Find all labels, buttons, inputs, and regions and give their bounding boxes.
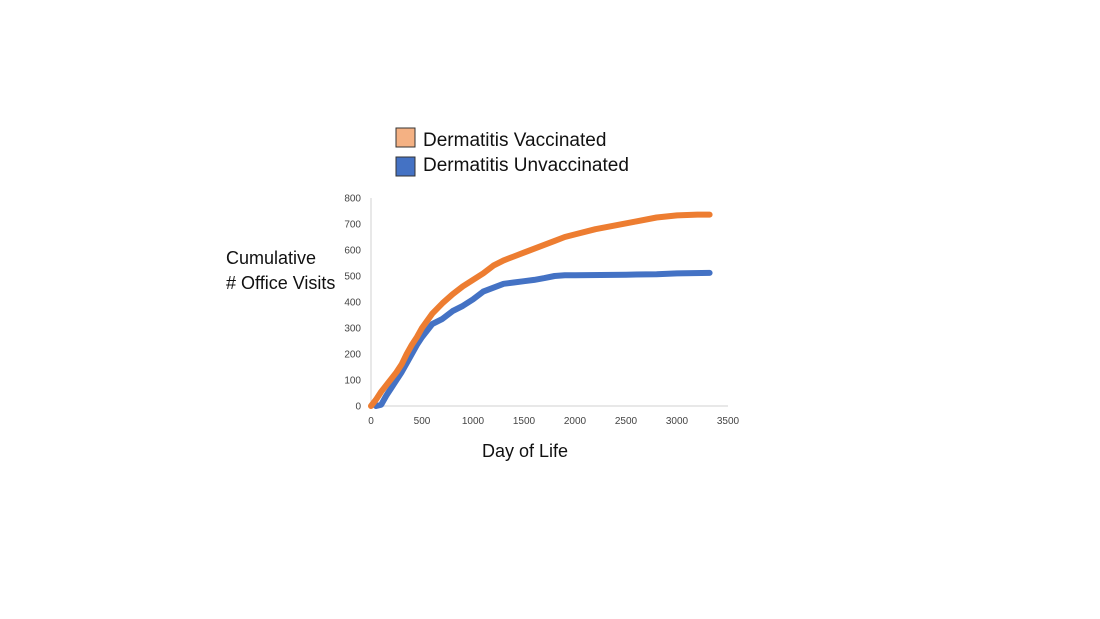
y-tick-label: 100: [344, 376, 361, 387]
x-tick-label: 3500: [717, 416, 740, 427]
y-tick-label: 200: [344, 350, 361, 361]
x-tick-label: 500: [414, 416, 431, 427]
y-axis-title-line-2: # Office Visits: [226, 273, 335, 293]
legend-label-vaccinated: Dermatitis Vaccinated: [423, 130, 606, 151]
x-tick-label: 2000: [564, 416, 587, 427]
series-line-vaccinated: [368, 211, 713, 409]
x-tick-labels: 0 500 1000 1500 2000 2500 3000 3500: [368, 416, 739, 427]
y-tick-label: 0: [355, 402, 361, 413]
x-tick-label: 0: [368, 416, 374, 427]
y-axis-title: Cumulative # Office Visits: [226, 248, 335, 293]
y-tick-label: 400: [344, 298, 361, 309]
x-axis-title: Day of Life: [482, 441, 568, 461]
legend-label-unvaccinated: Dermatitis Unvaccinated: [423, 155, 629, 176]
legend-swatch-unvaccinated: [395, 156, 416, 177]
legend: Dermatitis Vaccinated Dermatitis Unvacci…: [395, 127, 629, 177]
series-layer: [368, 211, 713, 409]
y-tick-label: 800: [344, 194, 361, 205]
series-line-unvaccinated: [373, 269, 713, 409]
y-tick-label: 500: [344, 272, 361, 283]
x-tick-label: 3000: [666, 416, 689, 427]
y-axis-title-line-1: Cumulative: [226, 248, 316, 268]
x-tick-label: 2500: [615, 416, 638, 427]
y-tick-labels: 0 100 200 300 400 500 600 700 800: [344, 194, 361, 413]
legend-swatch-vaccinated: [395, 127, 416, 148]
y-tick-label: 600: [344, 246, 361, 257]
y-tick-label: 300: [344, 324, 361, 335]
y-tick-label: 700: [344, 220, 361, 231]
x-tick-label: 1500: [513, 416, 536, 427]
x-tick-label: 1000: [462, 416, 485, 427]
